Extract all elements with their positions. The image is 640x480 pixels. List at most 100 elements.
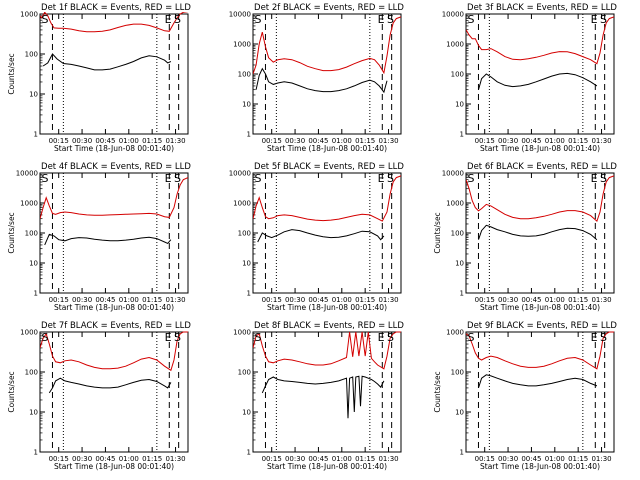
x-tick-label: 01:15 xyxy=(568,137,588,145)
marker-e: E xyxy=(165,13,172,26)
y-axis-label: Counts/sec xyxy=(7,371,16,412)
plot-frame xyxy=(39,172,189,294)
series-lld-line xyxy=(253,175,401,222)
y-tick-label: 1 xyxy=(34,131,38,139)
marker-e: E xyxy=(378,172,385,185)
x-tick-label: 01:00 xyxy=(119,296,139,304)
chart-title: Det 8f BLACK = Events, RED = LLD xyxy=(254,321,404,331)
x-tick-label: 01:00 xyxy=(119,455,139,463)
x-tick-label: 00:30 xyxy=(498,137,518,145)
x-tick-label: 00:15 xyxy=(49,137,69,145)
x-axis-label: Start Time (18-Jun-08 00:01:40) xyxy=(267,303,387,312)
chart-panel-5: Det 5f BLACK = Events, RED = LLD 1 10 100 10… xyxy=(229,162,405,312)
chart-panel-8: Det 8f BLACK = Events, RED = LLD 1 10 100 10… xyxy=(233,321,404,471)
x-tick-label: 01:15 xyxy=(568,455,588,463)
x-axis-label: Start Time (18-Jun-08 00:01:40) xyxy=(54,303,174,312)
y-tick-label: 1000 xyxy=(446,329,464,337)
y-tick-label: 10000 xyxy=(229,11,251,19)
y-tick-label: 1000 xyxy=(233,329,251,337)
x-tick-label: 00:45 xyxy=(308,137,328,145)
y-tick-label: 10 xyxy=(29,409,38,417)
x-tick-label: 01:30 xyxy=(591,296,611,304)
x-tick-label: 00:30 xyxy=(285,137,305,145)
y-tick-label: 10000 xyxy=(442,170,464,178)
x-tick-label: 00:15 xyxy=(49,455,69,463)
chart-panel-7: Det 7f BLACK = Events, RED = LLD 1 10 100 10… xyxy=(7,321,191,471)
series-lld-line xyxy=(40,12,188,33)
marker-e: E xyxy=(378,331,385,344)
chart-panel-6: Det 6f BLACK = Events, RED = LLD 1 10 100 10… xyxy=(433,162,617,312)
x-tick-label: 01:00 xyxy=(119,137,139,145)
x-axis-label: Start Time (18-Jun-08 00:01:40) xyxy=(480,144,600,153)
x-tick-label: 00:30 xyxy=(72,296,92,304)
marker-s: S xyxy=(42,172,49,185)
chart-title: Det 7f BLACK = Events, RED = LLD xyxy=(41,321,191,331)
marker-s: S xyxy=(42,331,49,344)
x-tick-label: 00:15 xyxy=(475,137,495,145)
x-tick-label: 00:30 xyxy=(285,455,305,463)
marker-s: S xyxy=(600,172,607,185)
x-axis-label: Start Time (18-Jun-08 00:01:40) xyxy=(480,462,600,471)
series-events-line xyxy=(261,375,385,419)
chart-title: Det 1f BLACK = Events, RED = LLD xyxy=(41,3,191,13)
series-lld-line xyxy=(40,331,188,372)
x-tick-label: 00:15 xyxy=(475,455,495,463)
y-axis-label: Counts/sec xyxy=(7,53,16,94)
x-tick-label: 01:30 xyxy=(591,137,611,145)
chart-title: Det 5f BLACK = Events, RED = LLD xyxy=(254,162,404,172)
marker-s: S xyxy=(255,172,262,185)
series-events-line xyxy=(478,72,598,90)
x-axis-label: Start Time (18-Jun-08 00:01:40) xyxy=(267,144,387,153)
marker-e: E xyxy=(591,13,598,26)
x-tick-label: 01:15 xyxy=(355,455,375,463)
x-tick-label: 00:15 xyxy=(475,296,495,304)
x-tick-label: 01:00 xyxy=(332,455,352,463)
y-tick-label: 1000 xyxy=(233,200,251,208)
series-events-line xyxy=(257,229,385,243)
x-tick-label: 00:45 xyxy=(308,296,328,304)
y-tick-label: 10 xyxy=(29,260,38,268)
chart-panel-2: Det 2f BLACK = Events, RED = LLD 1 10 100 10… xyxy=(229,3,405,153)
plot-frame xyxy=(252,172,402,294)
x-tick-label: 01:30 xyxy=(591,455,611,463)
chart-panel-1: Det 1f BLACK = Events, RED = LLD 1 10 100 10… xyxy=(7,3,191,153)
series-events-line xyxy=(44,233,172,246)
y-tick-label: 100 xyxy=(25,369,38,377)
x-axis-label: Start Time (18-Jun-08 00:01:40) xyxy=(480,303,600,312)
series-lld-line xyxy=(40,177,188,219)
x-tick-label: 00:45 xyxy=(521,455,541,463)
y-tick-label: 10 xyxy=(242,409,251,417)
x-tick-label: 00:30 xyxy=(498,455,518,463)
x-tick-label: 01:30 xyxy=(165,296,185,304)
y-tick-label: 1 xyxy=(460,290,464,298)
x-tick-label: 00:45 xyxy=(95,296,115,304)
x-tick-label: 00:45 xyxy=(521,137,541,145)
marker-s: S xyxy=(387,331,394,344)
marker-s: S xyxy=(255,331,262,344)
y-tick-label: 100 xyxy=(451,369,464,377)
x-tick-label: 00:45 xyxy=(95,455,115,463)
plot-frame xyxy=(465,13,615,135)
x-axis-label: Start Time (18-Jun-08 00:01:40) xyxy=(267,462,387,471)
y-tick-label: 100 xyxy=(451,230,464,238)
y-tick-label: 100 xyxy=(238,230,251,238)
y-tick-label: 100 xyxy=(25,230,38,238)
y-axis-label: Counts/sec xyxy=(7,212,16,253)
y-tick-label: 10 xyxy=(455,260,464,268)
y-tick-label: 1000 xyxy=(233,41,251,49)
y-tick-label: 1000 xyxy=(446,200,464,208)
x-tick-label: 00:15 xyxy=(49,296,69,304)
x-tick-label: 01:00 xyxy=(332,137,352,145)
y-tick-label: 1000 xyxy=(20,200,38,208)
chart-title: Det 2f BLACK = Events, RED = LLD xyxy=(254,3,404,13)
series-events-line xyxy=(478,224,598,241)
x-tick-label: 00:15 xyxy=(262,296,282,304)
y-tick-label: 1000 xyxy=(20,329,38,337)
marker-s: S xyxy=(387,172,394,185)
chart-panel-4: Det 4f BLACK = Events, RED = LLD 1 10 100 10… xyxy=(7,162,191,312)
y-tick-label: 10 xyxy=(455,409,464,417)
y-tick-label: 1 xyxy=(34,449,38,457)
plot-frame xyxy=(39,331,189,453)
x-tick-label: 01:00 xyxy=(545,455,565,463)
